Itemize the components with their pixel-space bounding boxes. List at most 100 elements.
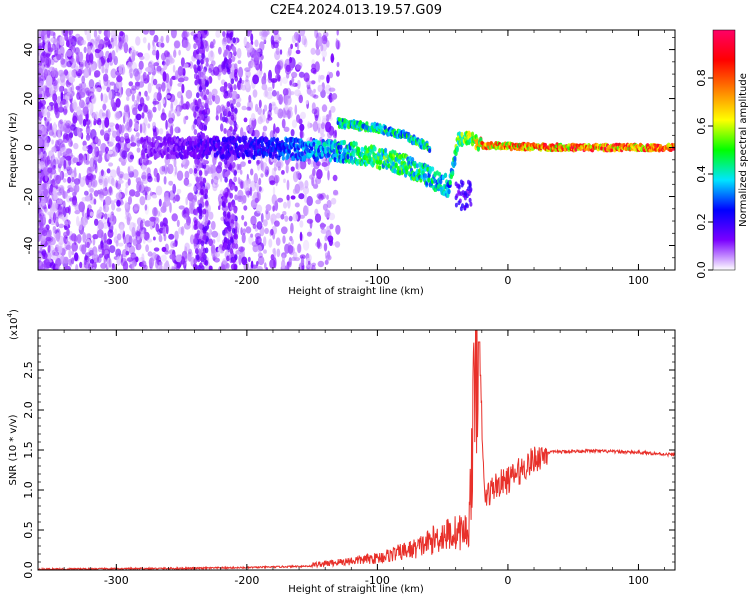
noise-blob <box>246 42 253 53</box>
noise-blob <box>88 187 95 193</box>
noise-blob <box>147 123 151 129</box>
noise-blob <box>79 61 84 67</box>
noise-blob <box>38 205 41 215</box>
noise-blob <box>227 211 231 218</box>
noise-blob <box>299 231 303 242</box>
noise-blob <box>56 198 63 205</box>
noise-blob <box>193 118 198 125</box>
noise-blob <box>331 93 338 100</box>
noise-blob <box>244 67 251 72</box>
noise-blob <box>38 67 43 74</box>
signal-blob <box>354 141 358 147</box>
noise-blob <box>195 248 199 255</box>
noise-blob <box>199 208 203 215</box>
signal-blob <box>142 154 146 160</box>
noise-blob <box>285 264 289 270</box>
noise-blob <box>48 84 55 95</box>
noise-blob <box>77 72 81 78</box>
noise-blob <box>289 56 293 64</box>
noise-blob <box>60 71 64 78</box>
noise-blob <box>226 101 231 108</box>
noise-blob <box>211 178 214 185</box>
signal-blob <box>459 179 463 185</box>
noise-blob <box>105 110 109 120</box>
noise-blob <box>197 41 201 48</box>
noise-blob <box>45 210 51 215</box>
noise-blob <box>66 40 70 48</box>
noise-blob <box>234 107 238 114</box>
noise-blob <box>276 160 284 169</box>
noise-blob <box>49 31 56 37</box>
noise-blob <box>234 233 239 240</box>
noise-blob <box>311 108 318 115</box>
noise-blob <box>245 125 250 132</box>
noise-blob <box>230 103 234 110</box>
noise-blob <box>81 244 87 255</box>
noise-blob <box>334 241 341 248</box>
noise-blob <box>132 222 137 228</box>
noise-blob <box>294 202 300 208</box>
noise-blob <box>198 223 203 230</box>
noise-blob <box>160 35 164 43</box>
noise-blob <box>198 86 203 92</box>
noise-blob <box>184 242 190 251</box>
noise-blob <box>163 62 168 70</box>
noise-blob <box>306 205 309 215</box>
noise-blob <box>44 64 48 75</box>
noise-blob <box>59 150 63 157</box>
noise-blob <box>40 183 48 189</box>
noise-blob <box>60 58 66 65</box>
noise-blob <box>183 63 189 68</box>
noise-blob <box>322 56 325 62</box>
noise-blob <box>50 105 53 111</box>
noise-blob <box>240 181 244 189</box>
noise-blob <box>78 51 84 63</box>
noise-blob <box>233 121 237 127</box>
noise-blob <box>71 257 75 265</box>
noise-blob <box>259 41 265 52</box>
noise-blob <box>98 109 104 119</box>
noise-blob <box>245 226 252 234</box>
noise-blob <box>211 230 218 238</box>
noise-blob <box>223 128 227 134</box>
noise-blob <box>217 246 221 255</box>
noise-blob <box>145 95 150 101</box>
noise-blob <box>102 204 110 213</box>
noise-blob <box>312 183 319 189</box>
noise-blob <box>304 180 309 189</box>
noise-blob <box>144 191 148 201</box>
signal-blob <box>456 183 460 189</box>
noise-blob <box>222 229 226 236</box>
noise-blob <box>133 100 138 107</box>
noise-blob <box>259 31 262 37</box>
noise-blob <box>252 89 258 98</box>
noise-blob <box>196 92 200 99</box>
noise-blob <box>62 190 66 199</box>
noise-blob <box>51 139 54 145</box>
noise-blob <box>48 104 51 111</box>
figure-title: C2E4.2024.013.19.57.G09 <box>270 3 442 18</box>
noise-blob <box>241 84 247 91</box>
noise-blob <box>108 187 113 193</box>
noise-blob <box>78 83 83 93</box>
noise-blob <box>158 261 163 266</box>
noise-blob <box>144 194 152 201</box>
noise-blob <box>287 198 291 209</box>
noise-blob <box>273 106 279 115</box>
noise-blob <box>163 164 168 175</box>
noise-blob <box>174 230 179 241</box>
noise-blob <box>223 108 228 115</box>
noise-blob <box>278 36 282 41</box>
signal-blob <box>378 165 382 171</box>
noise-blob <box>224 171 229 178</box>
noise-blob <box>204 193 208 200</box>
noise-blob <box>253 129 260 139</box>
noise-blob <box>240 161 246 168</box>
noise-blob <box>75 184 80 193</box>
noise-blob <box>147 175 153 183</box>
noise-blob <box>269 229 272 237</box>
noise-blob <box>241 105 247 111</box>
noise-blob <box>169 254 176 260</box>
noise-blob <box>85 128 92 134</box>
noise-blob <box>79 177 86 188</box>
